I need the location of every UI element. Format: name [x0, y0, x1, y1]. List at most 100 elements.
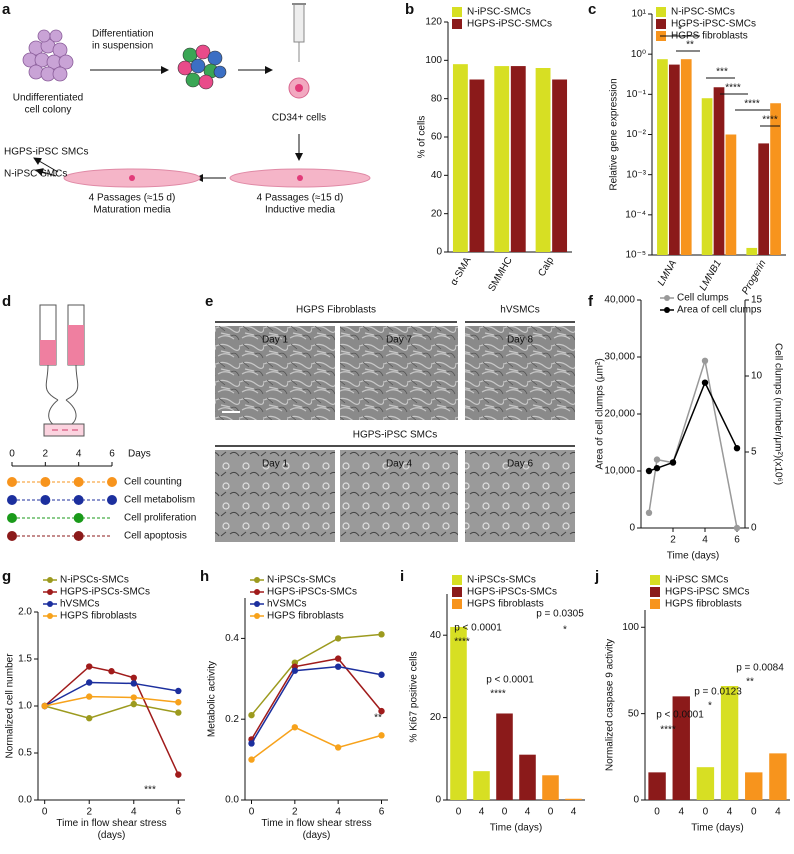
- timeline-label: 0: [9, 449, 15, 460]
- annotation: ****: [762, 115, 778, 126]
- series-point: [175, 687, 182, 695]
- x-tick-label: 4: [335, 807, 341, 818]
- bar: [770, 103, 781, 255]
- y-tick-label: 100: [622, 622, 639, 633]
- y-tick-label: 10⁰: [631, 49, 646, 60]
- x-tick-label: 4: [775, 807, 781, 818]
- x-tick-label: 4: [571, 807, 577, 818]
- series-point: [645, 509, 653, 516]
- assay-dot: [7, 477, 17, 487]
- series-point: [334, 655, 342, 662]
- series-point: [86, 663, 93, 670]
- x-tick-label: LMNB1: [698, 258, 724, 292]
- y-tick-label: 40: [431, 170, 443, 181]
- bar: [542, 775, 559, 800]
- series-line: [250, 657, 383, 740]
- legend-label: N-iPSCs-SMCs: [467, 575, 536, 586]
- legend-marker: [47, 601, 53, 607]
- legend-label: HGPS fibroblasts: [671, 31, 748, 42]
- series-point: [130, 694, 137, 701]
- y-tick-label: 10⁻³: [626, 169, 646, 180]
- panel-label: c: [588, 1, 596, 18]
- series-point: [86, 679, 93, 686]
- legend-marker: [664, 307, 670, 313]
- y-tick-label: 1.0: [18, 701, 32, 712]
- annotation: p < 0.0001: [454, 623, 502, 634]
- panel-label: g: [2, 568, 11, 585]
- y-tick-label: 60: [431, 132, 443, 143]
- panel-a-art: [22, 3, 371, 188]
- day-label: Day 8: [507, 335, 534, 346]
- x-tick-label: 6: [176, 807, 182, 818]
- y2-tick-label: 0: [751, 523, 757, 534]
- legend-label: hVSMCs: [60, 599, 99, 610]
- bar: [725, 134, 737, 255]
- y-tick-label: 0: [633, 795, 639, 806]
- y-tick-label: 20: [431, 208, 443, 219]
- passage-label: 4 Passages (≈15 d): [89, 193, 176, 204]
- legend-label: HGPS fibroblasts: [60, 611, 137, 622]
- annotation: *: [563, 625, 567, 636]
- y-tick-label: 10⁻⁵: [625, 250, 646, 261]
- panel-label: d: [2, 293, 11, 310]
- x-axis-label: Time in flow shear stress (days): [261, 818, 372, 841]
- x-tick-label: 4: [702, 535, 708, 546]
- group-label: HGPS-iPSC SMCs: [353, 430, 437, 441]
- timeline-unit: Days: [128, 449, 151, 460]
- series-point: [378, 732, 385, 739]
- series-point: [175, 699, 182, 706]
- bar: [648, 772, 666, 800]
- x-tick-label: 0: [456, 807, 462, 818]
- bar: [701, 98, 713, 255]
- step-label: Differentiation: [92, 29, 154, 40]
- y-tick-label: 0.0: [225, 795, 239, 806]
- legend-marker: [664, 295, 670, 301]
- legend-swatch: [650, 599, 660, 609]
- series-point: [701, 357, 709, 364]
- bar: [713, 87, 725, 255]
- legend-label: HGPS-iPSCs-SMCs: [467, 587, 557, 598]
- panel-label: b: [405, 1, 414, 18]
- bar: [469, 79, 485, 252]
- assay-name: Cell apoptosis: [124, 531, 187, 542]
- y-tick-label: 0: [629, 523, 635, 534]
- x-axis-label: Time in flow shear stress (days): [56, 818, 167, 841]
- x-tick-label: 0: [42, 807, 48, 818]
- y-tick-label: 0.5: [18, 748, 32, 759]
- legend-label: HGPS fibroblasts: [467, 599, 544, 610]
- series-point: [130, 674, 137, 681]
- y-tick-label: 20: [430, 712, 442, 723]
- series-point: [108, 668, 115, 675]
- x-tick-label: 0: [548, 807, 554, 818]
- assay-name: Cell counting: [124, 477, 182, 488]
- cd34-label: CD34+ cells: [272, 113, 326, 124]
- series-line: [250, 633, 382, 716]
- bar: [769, 753, 787, 800]
- legend-marker: [47, 589, 53, 595]
- y-tick-label: 30,000: [604, 352, 635, 363]
- x-tick-label: 0: [502, 807, 508, 818]
- legend-label: HGPS-iPSCs-SMCs: [267, 587, 357, 598]
- series-point: [334, 744, 342, 751]
- day-label: Day 1: [262, 335, 289, 346]
- y2-axis-label: Cell clumps (number/μm²)(x10⁶): [772, 343, 783, 485]
- x-axis-label: Time (days): [490, 823, 542, 834]
- bar: [535, 68, 551, 252]
- output-label: HGPS-iPSC SMCs: [4, 147, 88, 158]
- bar: [745, 772, 763, 800]
- assay-dot: [73, 495, 84, 505]
- y-tick-label: 0.2: [225, 714, 239, 725]
- series-point: [669, 459, 677, 466]
- y-tick-label: 10,000: [604, 466, 635, 477]
- bar: [657, 59, 668, 255]
- legend-swatch: [452, 575, 462, 585]
- x-tick-label: 2: [670, 535, 676, 546]
- bar: [496, 713, 513, 800]
- y-tick-label: 0: [435, 795, 441, 806]
- series-point: [733, 445, 741, 452]
- group-label: hVSMCs: [500, 305, 539, 316]
- annotation: ***: [144, 785, 156, 796]
- assay-dot: [107, 477, 117, 487]
- y-tick-label: 10⁻²: [626, 129, 646, 140]
- assay-dot: [107, 495, 117, 505]
